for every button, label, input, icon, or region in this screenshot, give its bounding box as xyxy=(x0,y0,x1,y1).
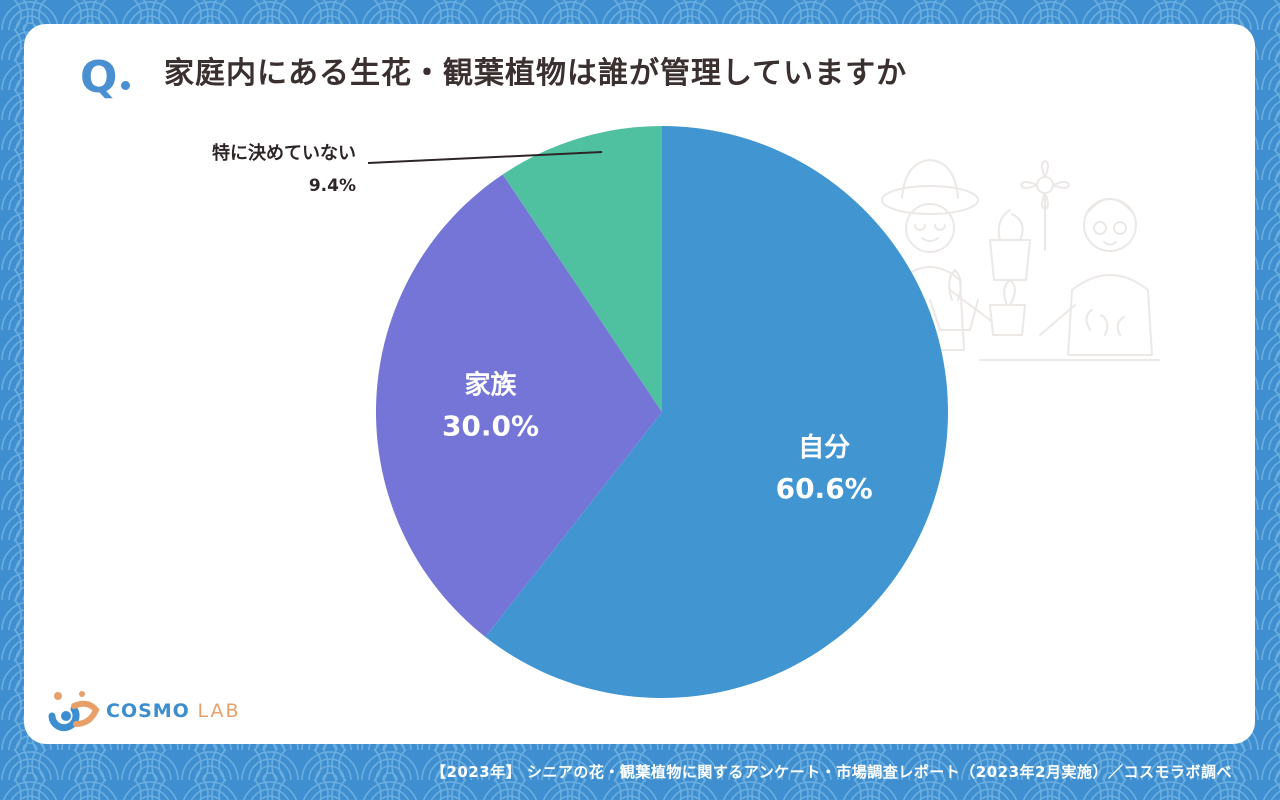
question-mark: Q xyxy=(80,52,117,103)
slice-label-category-0: 自分 xyxy=(798,432,850,463)
slice-label-category-1: 家族 xyxy=(465,370,518,401)
source-footnote: 【2023年】 シニアの花・観葉植物に関するアンケート・市場調査レポート（202… xyxy=(430,763,1232,781)
cosmo-lab-logo xyxy=(48,691,100,732)
slice-label-value-0: 60.6% xyxy=(776,472,873,505)
slice-undecided xyxy=(502,126,662,412)
slice-family xyxy=(375,174,662,637)
slice-self xyxy=(485,126,948,698)
gardening-illustration xyxy=(881,159,1160,361)
pie-slices xyxy=(375,126,948,698)
pie-labels: 自分 60.6% 家族 30.0% 特に決めていない 9.4% xyxy=(212,142,873,505)
slice-label-category-2: 特に決めていない xyxy=(212,142,356,164)
chart-title: 家庭内にある生花・観葉植物は誰が管理していますか xyxy=(164,56,908,91)
slice-label-value-1: 30.0% xyxy=(442,410,539,443)
slice-label-value-2: 9.4% xyxy=(309,176,356,196)
leader-line xyxy=(367,151,603,164)
question-dot xyxy=(121,81,130,90)
